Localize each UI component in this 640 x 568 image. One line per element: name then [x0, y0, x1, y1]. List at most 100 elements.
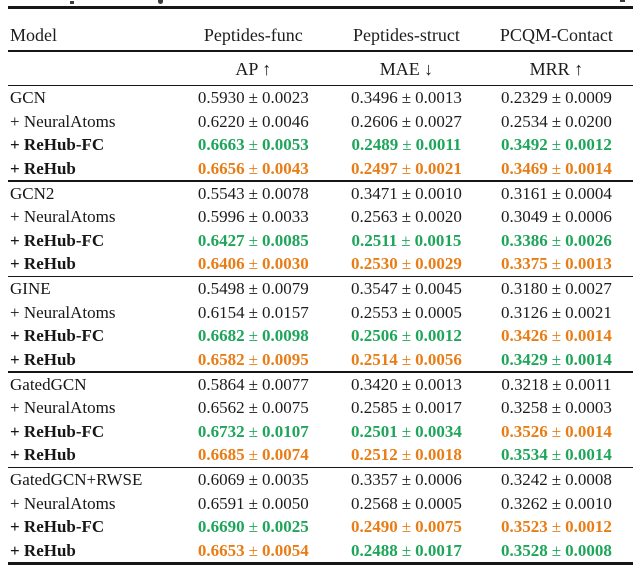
model-cell: + NeuralAtoms [10, 207, 116, 226]
metric-cell: 0.6406 ±0.0030 [197, 254, 309, 273]
model-cell: + ReHub [10, 158, 76, 178]
plus-minus-sign: ± [248, 493, 258, 513]
plus-minus-sign: ± [248, 135, 258, 154]
metric-cell: 0.3049 ±0.0006 [501, 207, 612, 226]
cropped-caption-fragment [158, 0, 163, 4]
plus-minus-sign: ± [401, 445, 412, 464]
plus-minus-sign: ± [551, 517, 562, 536]
plus-minus-sign: ± [551, 326, 562, 345]
column-header-pcqm-contact: PCQM-Contact [499, 25, 613, 45]
plus-minus-sign: ± [551, 88, 562, 107]
model-cell: + ReHub [10, 445, 76, 464]
metric-cell: 0.3218 ±0.0011 [501, 374, 612, 394]
metric-cell: 0.3496 ±0.0013 [351, 88, 462, 107]
column-header-model: Model [10, 25, 57, 45]
metric-cell: 0.2563 ±0.0020 [351, 207, 462, 226]
model-cell: + ReHub-FC [10, 135, 105, 154]
metric-cell: 0.6220 ±0.0046 [197, 111, 309, 131]
metric-cell: 0.6685 ±0.0074 [197, 445, 309, 464]
metric-cell: 0.3547 ±0.0045 [351, 279, 462, 298]
metric-cell: 0.2501 ±0.0034 [351, 421, 462, 441]
plus-minus-sign: ± [551, 540, 562, 560]
plus-minus-sign: ± [551, 254, 562, 273]
metric-cell: 0.3471 ±0.0010 [351, 183, 462, 203]
metric-cell: 0.5864 ±0.0077 [197, 374, 309, 394]
metric-cell: 0.5543 ±0.0078 [197, 183, 309, 203]
table-body: GCN 0.5930 ±0.0023 0.3496 ±0.0013 0.2329 ±0.00… [8, 86, 633, 562]
metric-header-mae: MAE ↓ [379, 58, 434, 79]
plus-minus-sign: ± [248, 207, 258, 226]
plus-minus-sign: ± [401, 183, 412, 203]
plus-minus-sign: ± [552, 374, 562, 394]
results-table: Model Peptides-func Peptides-struct PCQM… [8, 6, 633, 565]
plus-minus-sign: ± [248, 398, 258, 417]
plus-minus-sign: ± [401, 158, 412, 178]
table-row: + NeuralAtoms 0.6154 ±0.0157 0.2553 ±0.0005 0… [8, 301, 633, 325]
metric-cell: 0.2514 ±0.0056 [351, 349, 462, 369]
plus-minus-sign: ± [401, 111, 412, 131]
table-row: GatedGCN+RWSE 0.6069 ±0.0035 0.3357 ±0.0006 0… [8, 468, 633, 492]
metric-header-empty [8, 80, 174, 85]
plus-minus-sign: ± [551, 470, 562, 489]
metric-cell: 0.2553 ±0.0005 [351, 302, 462, 322]
model-group: GCN 0.5930 ±0.0023 0.3496 ±0.0013 0.2329 ±0.00… [8, 86, 633, 180]
plus-minus-sign: ± [248, 517, 258, 536]
model-cell: + ReHub [10, 254, 76, 273]
model-cell: GatedGCN+RWSE [10, 470, 143, 489]
table-row: + ReHub-FC 0.6682 ±0.0098 0.2506 ±0.0012 0.34… [8, 324, 633, 348]
metric-cell: 0.3492 ±0.0012 [501, 135, 612, 154]
plus-minus-sign: ± [401, 207, 412, 226]
plus-minus-sign: ± [401, 254, 412, 273]
plus-minus-sign: ± [551, 349, 562, 369]
metric-cell: 0.6732 ±0.0107 [197, 421, 309, 441]
table-row: GCN2 0.5543 ±0.0078 0.3471 ±0.0010 0.3161 ±0.0… [8, 182, 633, 206]
plus-minus-sign: ± [551, 493, 562, 513]
model-group: GatedGCN+RWSE 0.6069 ±0.0035 0.3357 ±0.0006 0… [8, 468, 633, 562]
plus-minus-sign: ± [551, 302, 562, 322]
plus-minus-sign: ± [401, 398, 412, 417]
plus-minus-sign: ± [401, 493, 412, 513]
metric-cell: 0.2511 ±0.0015 [351, 230, 462, 250]
plus-minus-sign: ± [551, 421, 562, 441]
model-group: GCN2 0.5543 ±0.0078 0.3471 ±0.0010 0.3161 ±0.0… [8, 182, 633, 276]
model-cell: GINE [10, 279, 51, 298]
plus-minus-sign: ± [248, 88, 258, 107]
metric-cell: 0.3258 ±0.0003 [501, 398, 612, 417]
model-cell: + ReHub-FC [10, 421, 105, 441]
group-separator-rule [8, 371, 633, 373]
plus-minus-sign: ± [401, 349, 412, 369]
metric-cell: 0.6682 ±0.0098 [197, 326, 309, 345]
plus-minus-sign: ± [248, 254, 258, 273]
plus-minus-sign: ± [551, 279, 562, 298]
metric-cell: 0.6656 ±0.0043 [197, 158, 309, 178]
plus-minus-sign: ± [402, 135, 412, 154]
metric-cell: 0.5996 ±0.0033 [197, 207, 309, 226]
plus-minus-sign: ± [248, 279, 258, 298]
plus-minus-sign: ± [248, 349, 258, 369]
table-row: + ReHub-FC 0.6690 ±0.0025 0.2490 ±0.0075 0.35… [8, 515, 633, 539]
plus-minus-sign: ± [248, 302, 258, 322]
model-cell: GCN2 [10, 183, 55, 203]
table-row: GatedGCN 0.5864 ±0.0077 0.3420 ±0.0013 0.3218… [8, 373, 633, 397]
model-cell: + ReHub-FC [10, 326, 105, 345]
plus-minus-sign: ± [551, 158, 562, 178]
model-group: GINE 0.5498 ±0.0079 0.3547 ±0.0045 0.3180 ±0.0… [8, 277, 633, 371]
metric-header-mrr: MRR ↑ [529, 58, 584, 79]
column-header-peptides-func: Peptides-func [203, 25, 303, 45]
table-row: + NeuralAtoms 0.6591 ±0.0050 0.2568 ±0.0005 0… [8, 492, 633, 516]
metric-cell: 0.2489 ±0.0011 [351, 135, 462, 154]
table-row: + NeuralAtoms 0.6220 ±0.0046 0.2606 ±0.0027 0… [8, 110, 633, 134]
table-row: + ReHub 0.6406 ±0.0030 0.2530 ±0.0029 0.3375 ±… [8, 252, 633, 276]
metric-cell: 0.3523 ±0.0012 [501, 517, 612, 536]
metric-cell: 0.3357 ±0.0006 [351, 470, 462, 489]
plus-minus-sign: ± [401, 470, 412, 489]
table-row: GCN 0.5930 ±0.0023 0.3496 ±0.0013 0.2329 ±0.00… [8, 86, 633, 110]
metric-cell: 0.3469 ±0.0014 [501, 158, 612, 178]
model-cell: + ReHub [10, 540, 76, 560]
metric-cell: 0.3180 ±0.0027 [501, 279, 612, 298]
table-row: + ReHub 0.6685 ±0.0074 0.2512 ±0.0018 0.3534 ±… [8, 443, 633, 467]
table-row: + ReHub 0.6653 ±0.0054 0.2488 ±0.0017 0.3528 ±… [8, 539, 633, 563]
plus-minus-sign: ± [551, 207, 562, 226]
metric-cell: 0.3242 ±0.0008 [501, 470, 612, 489]
plus-minus-sign: ± [401, 326, 412, 345]
